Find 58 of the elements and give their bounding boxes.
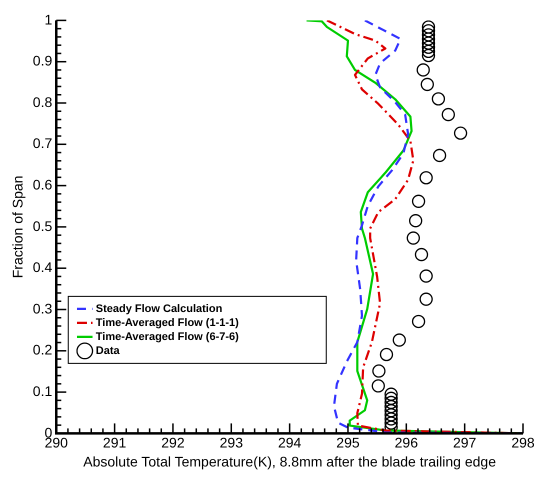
point (416, 63, 430, 77)
point (422, 48, 436, 62)
point (414, 248, 428, 262)
y-tick-label: 0.1 (32, 382, 52, 399)
y-tick-label: 0.8 (32, 94, 52, 110)
point (442, 108, 455, 122)
x-tick-label: 298 (511, 434, 535, 451)
y-tick-label: 0.5 (32, 218, 52, 234)
point (384, 392, 398, 405)
x-tick-label: 291 (102, 434, 126, 451)
x-tick-label: 295 (336, 434, 360, 451)
point (409, 214, 422, 228)
point (384, 404, 398, 418)
point (422, 20, 436, 34)
point (412, 314, 426, 328)
legend-label: Time-Averaged Flow (1-1-1) (96, 316, 240, 329)
point (420, 292, 433, 306)
point (372, 364, 386, 378)
legend-label: Data (96, 344, 120, 357)
point (454, 126, 468, 140)
y-tick-label: 1 (44, 11, 52, 28)
legend-label: Time-Averaged Flow (6-7-6) (96, 330, 240, 343)
point (420, 269, 433, 283)
point (380, 348, 394, 362)
x-tick-label: 294 (278, 434, 302, 451)
point (412, 194, 426, 208)
point (422, 44, 436, 58)
x-tick-label: 297 (452, 434, 477, 451)
x-axis-title: Absolute Total Temperature(K), 8.8mm after the blade trailing edge (83, 453, 496, 470)
y-tick-label: 0.9 (32, 52, 52, 69)
point (422, 32, 436, 46)
point (384, 408, 398, 422)
point (422, 28, 436, 42)
x-tick-label: 293 (220, 434, 244, 451)
y-tick-label: 0.4 (32, 259, 52, 276)
point (406, 231, 420, 245)
point (422, 36, 436, 50)
point (384, 416, 398, 430)
point (422, 24, 436, 38)
x-tick-label: 292 (161, 434, 185, 451)
point (432, 92, 446, 106)
y-tick-label: 0.2 (32, 342, 52, 358)
y-tick-label: 0.3 (32, 300, 52, 316)
point (372, 379, 385, 393)
point (432, 148, 446, 162)
point (420, 78, 434, 92)
y-tick-label: 0.6 (32, 176, 52, 192)
x-tick-label: 296 (394, 434, 418, 451)
point (422, 40, 436, 54)
point (392, 333, 406, 347)
y-axis-title: Fraction of Span (9, 176, 26, 278)
point (384, 396, 398, 410)
point (384, 400, 398, 414)
legend-label: Steady Flow Calculation (96, 302, 223, 315)
y-tick-label: 0.7 (32, 135, 52, 152)
point (384, 412, 398, 426)
point (384, 388, 398, 401)
point (420, 171, 433, 184)
